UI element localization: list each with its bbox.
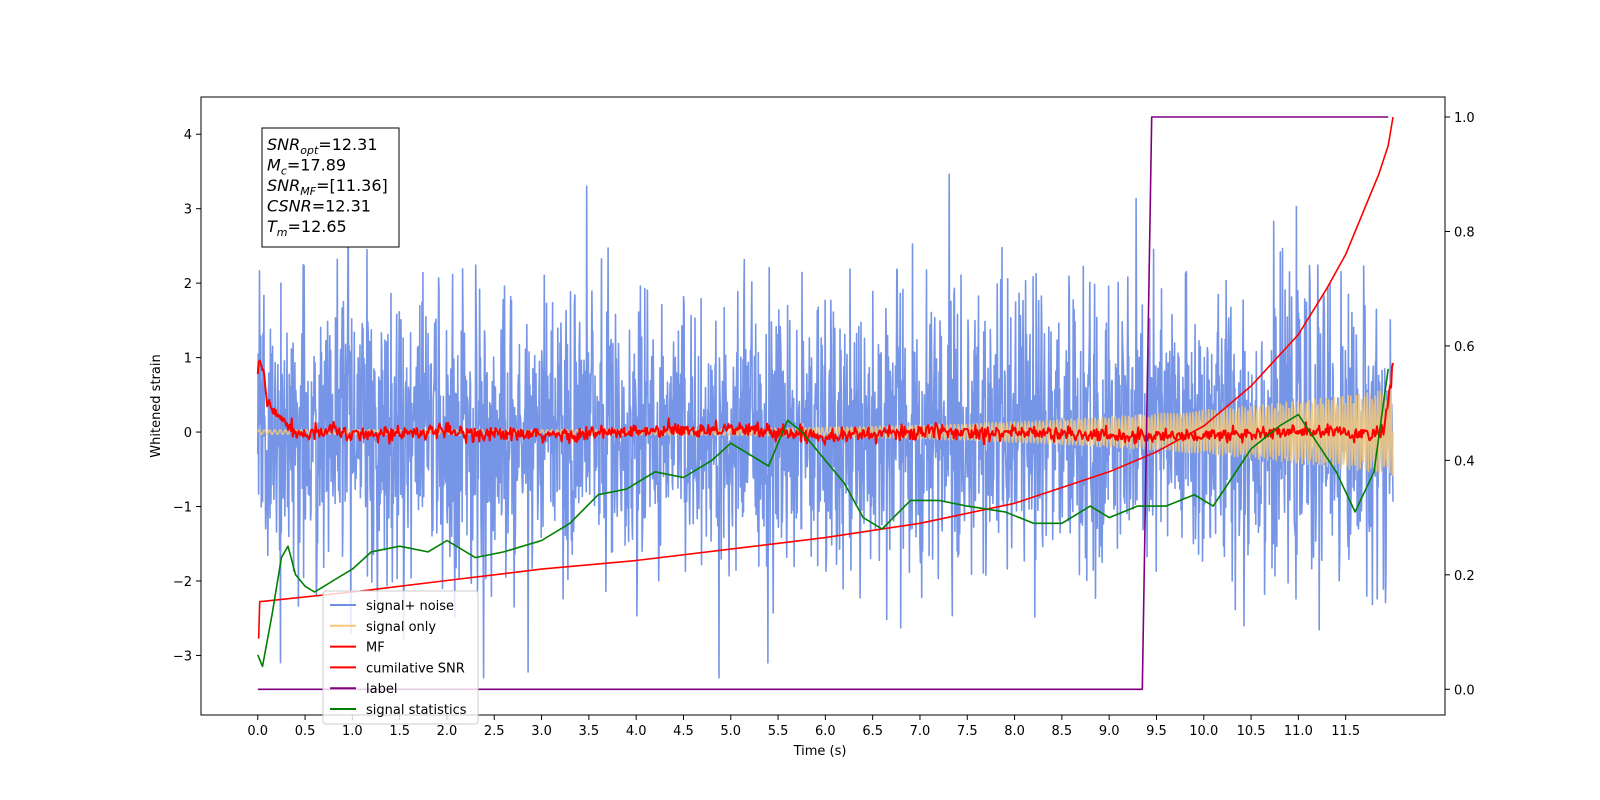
series-line-mf xyxy=(256,359,1394,446)
y-tick-label: 4 xyxy=(184,128,192,143)
y-axis-left: 4 3 2 1 0 −1 −2 −3 xyxy=(173,128,201,664)
legend-label: signal+ noise xyxy=(366,599,454,614)
legend: signal+ noise signal only MF cumilative SNR… xyxy=(322,590,479,725)
y-tick-label: 3 xyxy=(184,203,192,218)
y-tick-label: 1 xyxy=(184,352,192,367)
y-axis-right: 1.0 0.8 0.6 0.4 0.2 0.0 xyxy=(1445,111,1475,698)
x-tick-label: 2.5 xyxy=(484,724,505,739)
x-tick-label: 7.5 xyxy=(957,724,978,739)
x-tick-label: 7.0 xyxy=(910,724,931,739)
x-tick-label: 1.0 xyxy=(342,724,363,739)
x-tick-label: 3.0 xyxy=(531,724,552,739)
x-tick-label: 6.5 xyxy=(862,724,883,739)
info-box-line: SNRMF=[11.36] xyxy=(267,176,388,198)
series-line-signal-noise xyxy=(257,173,1394,679)
y2-tick-label: 0.0 xyxy=(1454,683,1475,698)
info-box-line: CSNR=12.31 xyxy=(267,197,371,216)
y2-tick-label: 0.4 xyxy=(1454,454,1475,469)
x-tick-label: 5.5 xyxy=(768,724,789,739)
y-tick-label: 2 xyxy=(184,277,192,292)
x-axis-label: Time (s) xyxy=(793,744,847,759)
info-box-line: SNRopt=12.31 xyxy=(267,135,378,157)
x-tick-label: 6.0 xyxy=(815,724,836,739)
x-tick-label: 9.0 xyxy=(1099,724,1120,739)
info-box: SNRopt=12.31Mc=17.89SNRMF=[11.36]CSNR=12… xyxy=(261,127,400,248)
x-tick-label: 4.5 xyxy=(673,724,694,739)
x-tick-label: 10.5 xyxy=(1237,724,1266,739)
x-tick-label: 3.5 xyxy=(579,724,600,739)
x-tick-label: 8.0 xyxy=(1004,724,1025,739)
y-axis-label: Whitened strain xyxy=(149,354,164,457)
x-tick-label: 4.0 xyxy=(626,724,647,739)
y2-tick-label: 0.8 xyxy=(1454,225,1475,240)
x-tick-label: 10.0 xyxy=(1189,724,1218,739)
x-tick-label: 11.5 xyxy=(1331,724,1360,739)
y-tick-label: −1 xyxy=(173,501,192,516)
y-tick-label: 0 xyxy=(184,426,192,441)
legend-frame xyxy=(322,590,479,725)
x-tick-label: 0.5 xyxy=(295,724,316,739)
x-tick-label: 0.0 xyxy=(247,724,268,739)
info-box-frame xyxy=(261,127,400,248)
x-tick-label: 11.0 xyxy=(1284,724,1313,739)
y2-tick-label: 1.0 xyxy=(1454,111,1475,126)
x-tick-label: 1.5 xyxy=(389,724,410,739)
y2-tick-label: 0.2 xyxy=(1454,569,1475,584)
info-box-line: Mc=17.89 xyxy=(267,156,346,178)
plot-frame xyxy=(200,96,1446,716)
info-box-line: Tm=12.65 xyxy=(267,217,347,239)
legend-label: cumilative SNR xyxy=(366,661,465,676)
y-tick-label: −3 xyxy=(173,649,192,664)
legend-label: MF xyxy=(366,641,385,656)
y2-tick-label: 0.6 xyxy=(1454,340,1475,355)
y-tick-label: −2 xyxy=(173,575,192,590)
x-tick-label: 8.5 xyxy=(1052,724,1073,739)
x-axis: 0.0 0.5 1.0 1.5 2.0 2.5 3.0 3.5 4.0 4.5 5.0 5.5 6.0 6… xyxy=(247,715,1360,739)
x-tick-label: 5.0 xyxy=(720,724,741,739)
series-line-label xyxy=(257,116,1389,691)
legend-label: signal statistics xyxy=(366,703,467,718)
legend-label: signal only xyxy=(366,620,436,635)
series-line-cumilative-snr xyxy=(257,116,1394,639)
legend-label: label xyxy=(366,682,397,697)
series-layer xyxy=(256,116,1394,691)
x-tick-label: 9.5 xyxy=(1146,724,1167,739)
series-line-signal-statistics xyxy=(257,368,1389,668)
x-tick-label: 2.0 xyxy=(437,724,458,739)
